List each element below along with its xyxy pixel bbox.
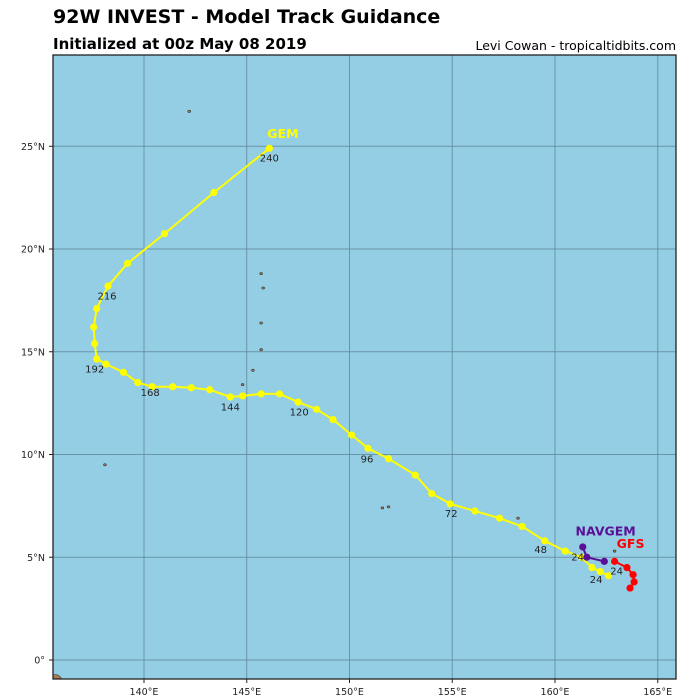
track-point bbox=[210, 188, 218, 197]
track-point bbox=[588, 563, 596, 572]
track-point bbox=[604, 572, 613, 580]
track-point bbox=[187, 384, 195, 392]
lat-tick-label: 0° bbox=[34, 656, 45, 667]
track-point bbox=[561, 547, 569, 555]
gridlines bbox=[53, 55, 676, 679]
track-point bbox=[583, 553, 591, 561]
lon-tick-label: 150°E bbox=[335, 687, 364, 698]
track-gfs: 24 GFS bbox=[610, 536, 644, 592]
track-point bbox=[541, 537, 549, 545]
forecast-hour-label: 72 bbox=[445, 509, 458, 520]
island bbox=[380, 506, 385, 510]
forecast-hour-label: 24 bbox=[610, 567, 623, 578]
land-islands bbox=[53, 109, 617, 679]
track-gem: 24 48 72 96 120 144 168 192 216 240 GEM bbox=[85, 126, 613, 586]
island bbox=[187, 109, 191, 113]
lon-tick-label: 155°E bbox=[438, 687, 467, 698]
track-point bbox=[206, 386, 214, 394]
island bbox=[103, 463, 107, 467]
forecast-hour-label: 240 bbox=[260, 154, 279, 165]
lon-tick-label: 165°E bbox=[643, 687, 672, 698]
lat-tick-label: 5°N bbox=[27, 553, 45, 564]
track-point bbox=[600, 557, 608, 565]
forecast-hour-label: 24 bbox=[571, 552, 584, 563]
forecast-hour-label: 144 bbox=[221, 402, 240, 413]
island bbox=[516, 516, 520, 520]
track-point bbox=[411, 471, 419, 479]
model-name-label: GEM bbox=[267, 126, 298, 141]
track-point bbox=[226, 393, 234, 401]
credit-text: Levi Cowan - tropicaltidbits.com bbox=[475, 38, 676, 53]
track-point bbox=[276, 390, 284, 398]
island bbox=[259, 272, 263, 276]
track-point bbox=[626, 584, 634, 592]
track-point bbox=[93, 355, 101, 363]
forecast-hour-label: 120 bbox=[290, 407, 309, 418]
island bbox=[240, 383, 245, 387]
island bbox=[612, 549, 617, 553]
track-point bbox=[578, 553, 586, 561]
track-point bbox=[90, 323, 98, 331]
ocean-background bbox=[53, 55, 676, 679]
lon-tick-label: 145°E bbox=[232, 687, 261, 698]
track-point bbox=[257, 390, 265, 398]
chart-subtitle: Initialized at 00z May 08 2019 bbox=[53, 35, 307, 53]
track-navgem: 24 NAVGEM bbox=[571, 524, 636, 565]
track-point bbox=[104, 282, 112, 290]
island bbox=[259, 348, 263, 352]
track-point bbox=[91, 339, 99, 348]
track-point bbox=[629, 571, 637, 579]
lat-tick-label: 10°N bbox=[21, 450, 45, 461]
track-point bbox=[347, 431, 356, 439]
track-point bbox=[518, 522, 526, 531]
track-point bbox=[93, 304, 101, 313]
lon-tick-label: 160°E bbox=[541, 687, 570, 698]
island bbox=[261, 286, 265, 290]
track-point bbox=[596, 568, 604, 576]
track-point bbox=[123, 259, 132, 267]
track-point bbox=[329, 415, 337, 424]
island bbox=[251, 368, 255, 372]
track-point bbox=[169, 383, 177, 391]
track-point bbox=[134, 378, 142, 387]
track-point bbox=[160, 229, 169, 238]
island bbox=[259, 321, 263, 325]
forecast-hour-label: 192 bbox=[85, 364, 104, 375]
model-name-label: GFS bbox=[617, 536, 645, 551]
track-point bbox=[265, 144, 273, 152]
track-point bbox=[623, 563, 631, 572]
chart-title: 92W INVEST - Model Track Guidance bbox=[53, 6, 441, 28]
forecast-hour-label: 24 bbox=[590, 575, 603, 586]
lat-tick-label: 15°N bbox=[21, 347, 45, 358]
forecast-hour-label: 216 bbox=[97, 291, 116, 302]
forecast-hour-label: 168 bbox=[141, 388, 160, 399]
track-point bbox=[428, 489, 436, 498]
lat-tick-label: 25°N bbox=[21, 142, 45, 153]
track-point bbox=[610, 557, 619, 565]
model-tracks: 24 48 72 96 120 144 168 192 216 240 GEM 24 NAVGEM 24 G… bbox=[85, 126, 644, 592]
track-point bbox=[384, 455, 393, 463]
forecast-hour-label: 48 bbox=[534, 545, 547, 556]
island bbox=[386, 505, 391, 509]
track-point bbox=[495, 514, 504, 522]
track-point bbox=[313, 405, 321, 413]
track-point bbox=[364, 444, 372, 452]
track-point bbox=[148, 383, 156, 391]
track-point bbox=[471, 507, 479, 515]
track-point bbox=[579, 543, 587, 551]
track-point bbox=[239, 392, 247, 400]
track-point bbox=[630, 578, 638, 586]
track-point bbox=[446, 500, 454, 508]
lat-tick-label: 20°N bbox=[21, 245, 45, 256]
forecast-hour-label: 96 bbox=[361, 455, 374, 466]
model-name-label: NAVGEM bbox=[576, 524, 636, 539]
lon-tick-label: 140°E bbox=[130, 687, 159, 698]
map-frame bbox=[52, 54, 677, 680]
axis-ticks: 140°E 145°E 150°E 155°E 160°E 165°E 0° 5°N 10°N 1… bbox=[21, 142, 672, 698]
track-point bbox=[294, 398, 302, 406]
track-point bbox=[102, 360, 110, 368]
track-point bbox=[119, 368, 128, 376]
